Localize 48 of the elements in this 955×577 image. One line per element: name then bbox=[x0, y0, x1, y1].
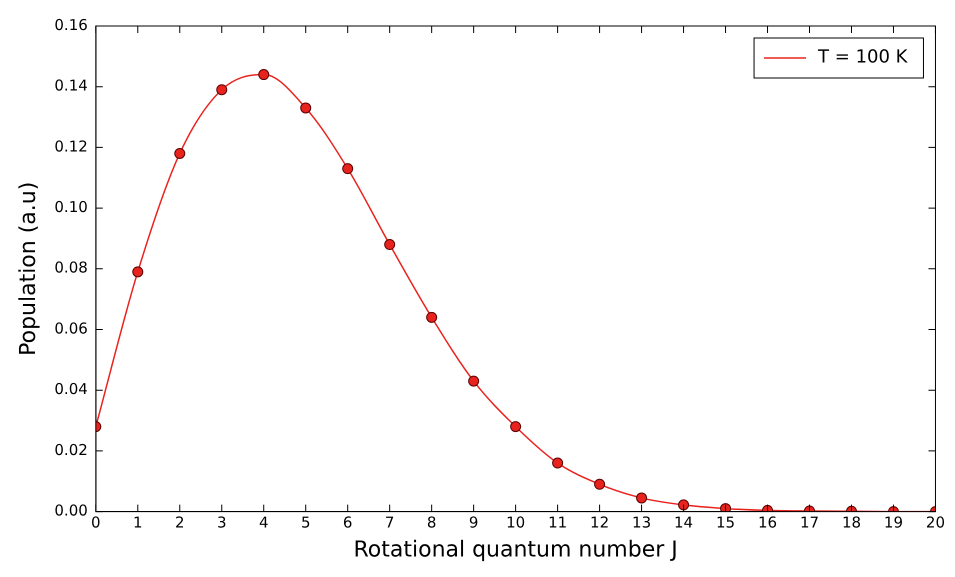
point bbox=[720, 503, 732, 512]
y-tick-label: 0.14 bbox=[54, 76, 88, 95]
y-tick-label: 0.16 bbox=[54, 16, 88, 34]
point bbox=[510, 421, 522, 432]
point bbox=[342, 163, 354, 174]
point bbox=[258, 69, 270, 80]
point bbox=[678, 499, 690, 510]
x-tick-label: 6 bbox=[342, 513, 352, 532]
x-tick-label: 15 bbox=[716, 513, 736, 532]
point bbox=[300, 102, 312, 114]
x-tick-label: 9 bbox=[468, 513, 478, 532]
y-tick-label: 0.06 bbox=[54, 319, 88, 338]
x-tick-label: 4 bbox=[258, 513, 269, 532]
y-tick-label: 0.12 bbox=[54, 137, 88, 156]
x-tick-label: 3 bbox=[216, 513, 227, 532]
x-tick-label: 8 bbox=[426, 513, 436, 532]
x-tick-label: 7 bbox=[384, 513, 394, 532]
x-tick-label: 10 bbox=[506, 513, 526, 532]
x-tick-label: 20 bbox=[926, 513, 946, 532]
point bbox=[132, 266, 144, 278]
point bbox=[594, 478, 606, 490]
y-axis-title: Population (a.u) bbox=[16, 182, 41, 356]
x-axis-title: Rotational quantum number J bbox=[353, 538, 678, 563]
x-tick-label: 12 bbox=[590, 513, 610, 532]
x-tick-label: 2 bbox=[174, 513, 185, 532]
x-tick-label: 19 bbox=[884, 513, 904, 532]
point bbox=[384, 239, 396, 250]
point bbox=[552, 458, 564, 469]
x-tick-label: 17 bbox=[800, 513, 820, 532]
x-tick-label: 13 bbox=[632, 513, 652, 532]
y-tick-label: 0.04 bbox=[54, 380, 88, 398]
x-tick-label: 14 bbox=[674, 513, 694, 532]
y-tick-label: 0.08 bbox=[54, 258, 88, 277]
x-tick-label: 1 bbox=[133, 513, 143, 532]
legend-label: T = 100 K bbox=[817, 46, 909, 68]
y-tick-label: 0.02 bbox=[54, 440, 88, 459]
y-tick-label: 0.00 bbox=[54, 501, 88, 520]
point bbox=[174, 148, 186, 159]
x-tick-label: 16 bbox=[758, 513, 778, 532]
y-tick-label: 0.10 bbox=[54, 198, 88, 216]
point bbox=[426, 312, 438, 323]
x-tick-label: 5 bbox=[300, 513, 310, 532]
point bbox=[216, 84, 228, 96]
x-tick-label: 0 bbox=[91, 513, 101, 532]
point bbox=[636, 492, 648, 504]
x-tick-label: 11 bbox=[548, 513, 568, 532]
x-tick-label: 18 bbox=[842, 513, 862, 532]
point bbox=[468, 376, 480, 387]
